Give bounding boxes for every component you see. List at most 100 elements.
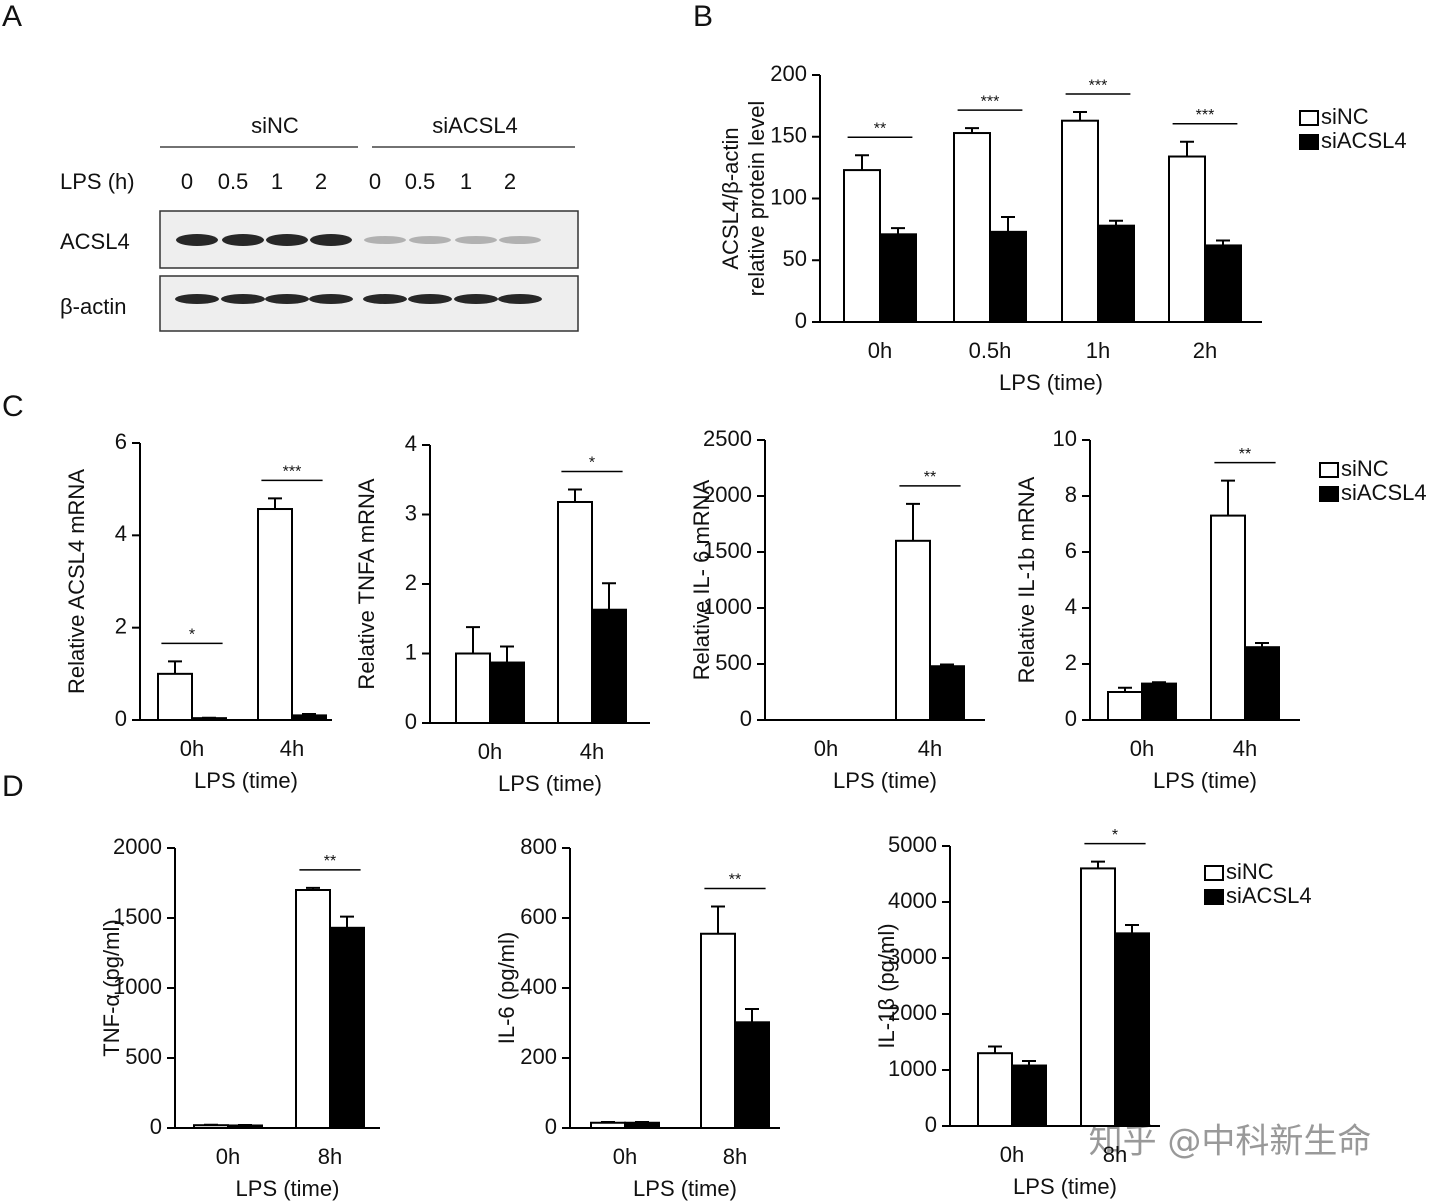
- error-bar: [1109, 219, 1123, 226]
- error-bar: [568, 488, 582, 502]
- bar: [977, 1052, 1013, 1127]
- band: [499, 236, 541, 244]
- y-tick-label: 4000: [888, 888, 937, 913]
- y-tick-label: 6: [1065, 538, 1077, 563]
- y-axis-label: ACSL4/β-actin: [718, 127, 743, 269]
- bar: [1061, 119, 1099, 323]
- x-axis-label: LPS (time): [194, 768, 298, 793]
- error-bar: [1118, 686, 1132, 692]
- y-tick-label: 1000: [703, 594, 752, 619]
- x-tick-label: 2h: [1193, 338, 1217, 363]
- x-tick-label: 0h: [1130, 736, 1154, 761]
- y-tick-label: 500: [715, 650, 752, 675]
- y-tick-label: 3: [405, 500, 417, 525]
- x-tick-label: 4h: [280, 736, 304, 761]
- significance-label: **: [874, 120, 886, 137]
- x-tick-label: 0h: [868, 338, 892, 363]
- error-bar: [340, 915, 354, 928]
- band: [310, 234, 352, 246]
- y-tick-label: 6: [115, 429, 127, 454]
- y-tick-label: 1000: [888, 1056, 937, 1081]
- band: [409, 236, 451, 244]
- x-tick-label: 0h: [478, 739, 502, 764]
- y-tick-label: 5000: [888, 832, 937, 857]
- y-tick-label: 8: [1065, 482, 1077, 507]
- band: [176, 234, 218, 246]
- watermark: 知乎 @中科新生命: [1089, 1122, 1372, 1162]
- y-axis-label: Relative TNFA mRNA: [354, 478, 379, 689]
- y-tick-label: 0: [545, 1114, 557, 1139]
- band: [455, 236, 497, 244]
- error-bar: [1001, 216, 1015, 232]
- y-tick-label: 2: [1065, 650, 1077, 675]
- x-tick-label: 4h: [580, 739, 604, 764]
- legend-label: siNC: [1341, 456, 1389, 481]
- error-bar: [988, 1045, 1002, 1054]
- x-tick-label: 8h: [318, 1144, 342, 1169]
- y-tick-label: 150: [770, 123, 807, 148]
- y-tick-label: 0: [115, 706, 127, 731]
- bar: [591, 608, 627, 725]
- bar: [1168, 155, 1206, 323]
- error-bar: [602, 582, 616, 610]
- error-bar: [1073, 111, 1087, 121]
- y-axis-label: IL-6 (pg/ml): [494, 932, 519, 1044]
- y-tick-label: 1500: [703, 538, 752, 563]
- error-bar: [1091, 860, 1105, 869]
- significance-label: ***: [981, 93, 1000, 110]
- group-label: siACSL4: [432, 113, 518, 138]
- y-axis-label: TNF-α (pg/ml): [99, 919, 124, 1056]
- legend-swatch: [1204, 865, 1224, 881]
- panel-label: D: [2, 770, 24, 803]
- bar: [1080, 867, 1116, 1128]
- legend-label: siNC: [1321, 104, 1369, 129]
- y-tick-label: 2: [405, 570, 417, 595]
- legend-label: siACSL4: [1341, 480, 1427, 505]
- blot-box: [159, 275, 579, 332]
- bar: [879, 233, 917, 323]
- y-axis-label: Relative ACSL4 mRNA: [64, 469, 89, 694]
- bar: [734, 1021, 770, 1129]
- error-bar: [745, 1008, 759, 1023]
- band: [222, 234, 264, 246]
- y-tick-label: 500: [125, 1044, 162, 1069]
- bar: [1141, 682, 1177, 721]
- x-axis-label: LPS (time): [833, 768, 937, 793]
- error-bar: [711, 905, 725, 934]
- error-bar: [1216, 239, 1230, 246]
- y-axis-label: Relative IL- 6 mRNA: [689, 479, 714, 680]
- panel-label: B: [693, 0, 713, 33]
- bar: [557, 500, 593, 724]
- bar: [329, 926, 365, 1129]
- significance-label: **: [1239, 446, 1251, 463]
- bar: [1114, 932, 1150, 1127]
- band: [175, 294, 219, 304]
- error-bar: [1152, 681, 1166, 684]
- bar: [1107, 691, 1143, 721]
- lane-label: 0: [181, 169, 193, 194]
- x-tick-label: 0h: [180, 736, 204, 761]
- x-tick-label: 0h: [814, 736, 838, 761]
- significance-label: **: [924, 469, 936, 486]
- lane-label: 1: [460, 169, 472, 194]
- x-axis-label: LPS (time): [236, 1176, 340, 1201]
- significance-label: ***: [1196, 107, 1215, 124]
- x-tick-label: 0h: [1000, 1142, 1024, 1167]
- significance-label: **: [729, 872, 741, 889]
- x-tick-label: 4h: [1233, 736, 1257, 761]
- y-tick-label: 4: [115, 521, 127, 546]
- legend-swatch: [1319, 462, 1339, 478]
- significance-label: *: [1112, 827, 1118, 844]
- x-tick-label: 8h: [1103, 1142, 1127, 1167]
- lane-label: 0.5: [218, 169, 249, 194]
- legend-label: siACSL4: [1321, 128, 1407, 153]
- y-tick-label: 0: [150, 1114, 162, 1139]
- bar: [624, 1121, 660, 1129]
- y-tick-label: 600: [520, 904, 557, 929]
- error-bar: [855, 154, 869, 171]
- group-label: siNC: [251, 113, 299, 138]
- bar: [590, 1121, 626, 1129]
- bar: [257, 508, 293, 722]
- y-tick-label: 0: [925, 1112, 937, 1137]
